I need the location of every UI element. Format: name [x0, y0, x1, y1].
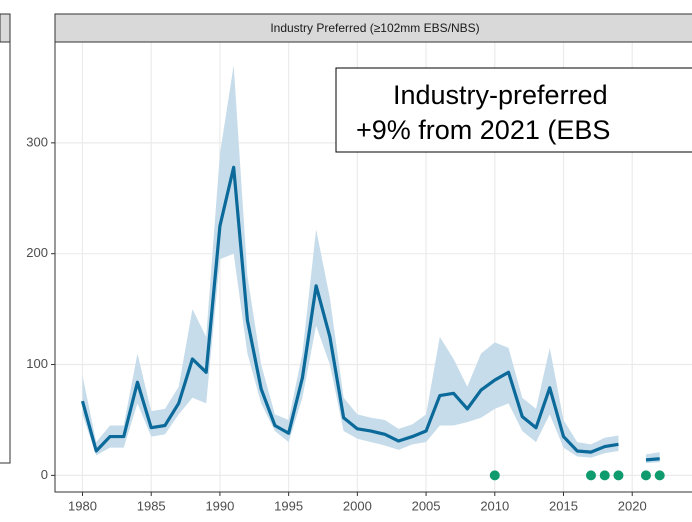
point	[613, 470, 624, 481]
y-tick-label: 300	[26, 134, 48, 149]
annotation-line: +9% from 2021 (EBS	[356, 115, 610, 145]
x-tick-label: 2010	[480, 498, 509, 513]
strip	[54, 13, 692, 43]
point	[640, 470, 651, 481]
point	[654, 470, 665, 481]
x-tick-label: 2015	[549, 498, 578, 513]
point	[585, 470, 596, 481]
line	[80, 165, 660, 462]
x-tick-label: 1995	[274, 498, 303, 513]
point	[489, 470, 500, 481]
prev-panel	[0, 41, 11, 464]
x-tick-label: 2020	[618, 498, 647, 513]
x-tick-label: 2000	[343, 498, 372, 513]
x-tick-label: 2005	[412, 498, 441, 513]
panel-border	[54, 41, 692, 493]
y-tick-label: 100	[26, 356, 48, 371]
y-tick-label: 0	[41, 467, 48, 482]
x-tick-label: 1980	[68, 498, 97, 513]
plot-area	[55, 42, 692, 492]
x-tick-label: 1990	[205, 498, 234, 513]
confidence-band	[82, 65, 660, 464]
strip-title: Industry Preferred (≥102mm EBS/NBS)	[270, 21, 479, 35]
prev-strip	[0, 13, 11, 43]
y-tick-label: 200	[26, 245, 48, 260]
annotation-box	[335, 67, 692, 153]
annotation-line: Industry-preferred	[393, 80, 608, 110]
point	[599, 470, 610, 481]
x-tick-label: 1985	[137, 498, 166, 513]
